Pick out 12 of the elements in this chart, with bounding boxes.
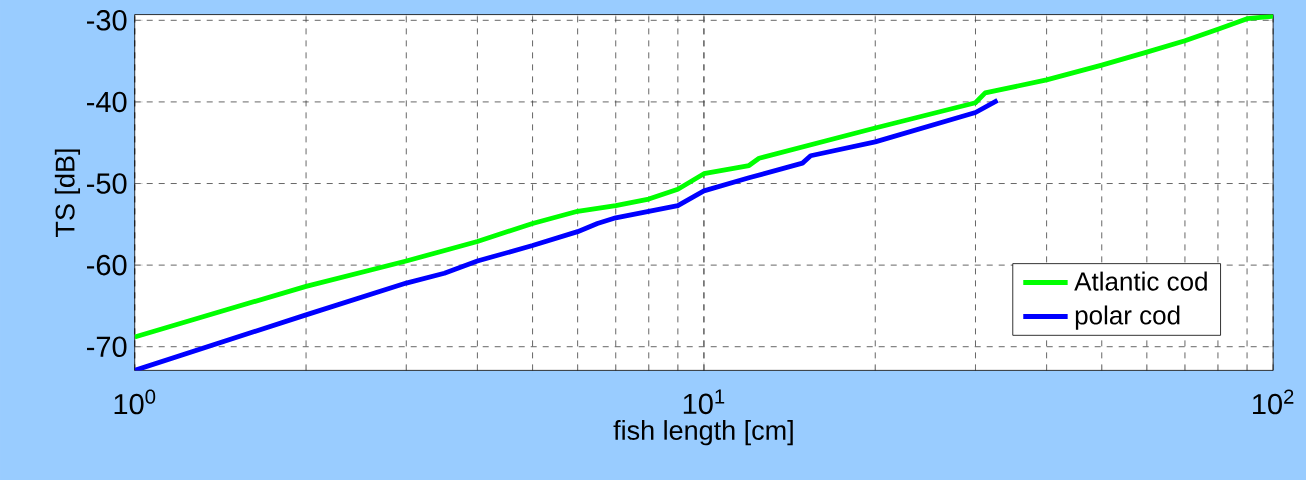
x-axis-title: fish length [cm] bbox=[613, 420, 793, 446]
y-axis-title: TS [dB] bbox=[54, 149, 81, 237]
y-tick-label: -30 bbox=[87, 10, 127, 31]
y-tick-label: -40 bbox=[87, 91, 127, 113]
x-tick-label: 10$^{0}$ bbox=[114, 389, 156, 415]
x-tick-label: 10$^{2}$ bbox=[1253, 389, 1294, 415]
legend-label: polar cod bbox=[1075, 305, 1180, 330]
y-tick-label: -60 bbox=[87, 254, 127, 276]
y-tick-label: -50 bbox=[87, 173, 127, 194]
y-tick-label: -70 bbox=[87, 336, 127, 357]
x-tick-label: 10$^{1}$ bbox=[683, 389, 725, 415]
legend-label: Atlantic cod bbox=[1074, 271, 1207, 291]
